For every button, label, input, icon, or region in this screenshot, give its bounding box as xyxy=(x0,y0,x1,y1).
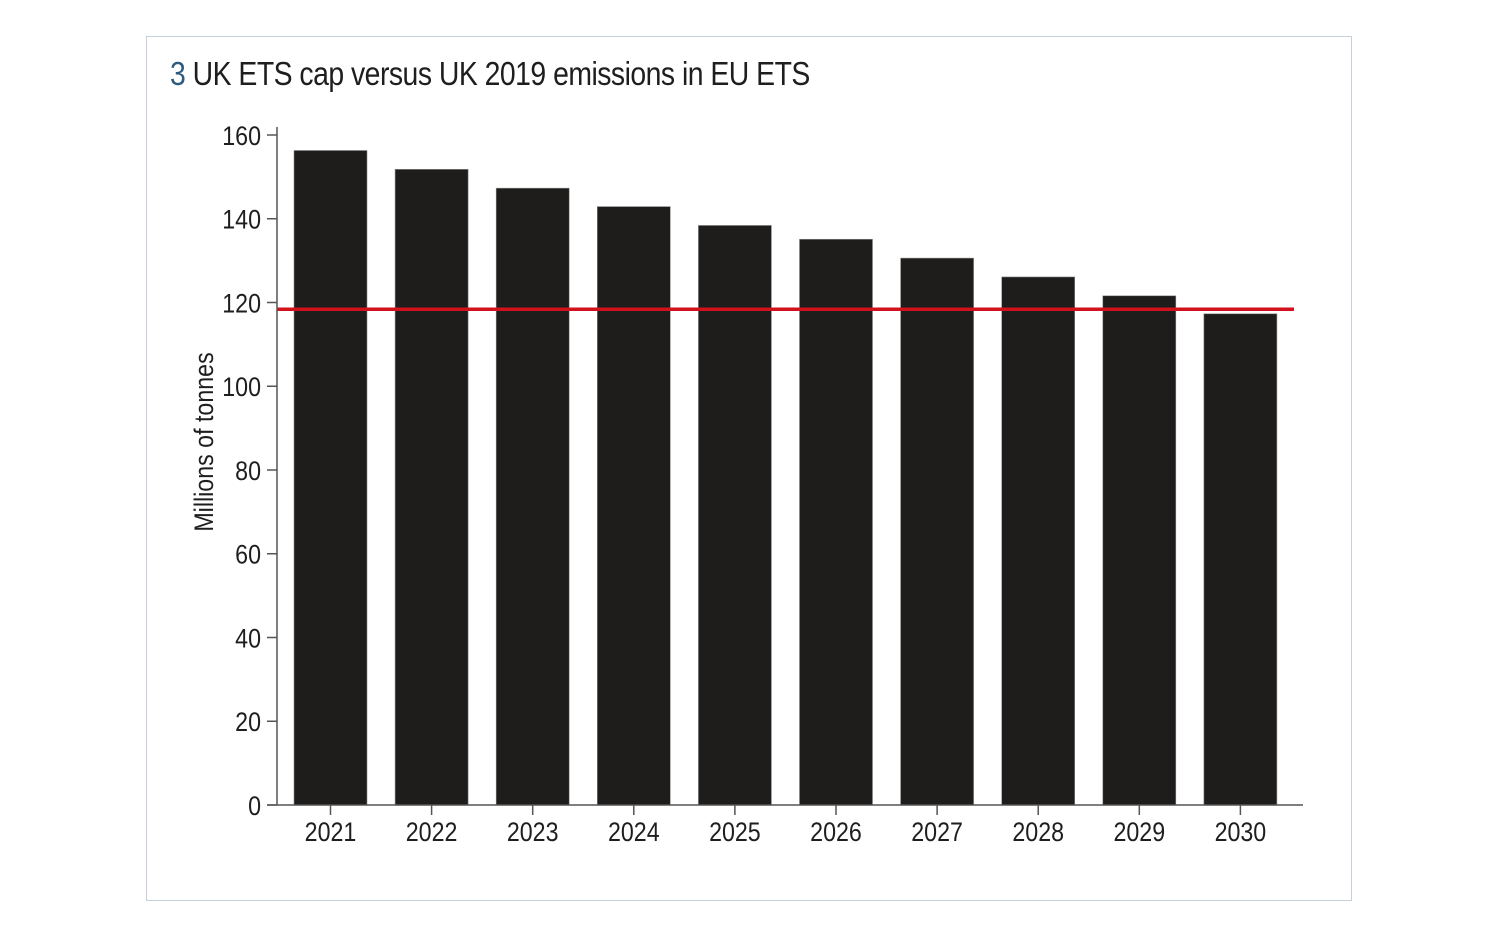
y-tick-label: 20 xyxy=(235,708,261,738)
y-tick-label: 40 xyxy=(235,624,261,654)
y-tick-label: 160 xyxy=(222,121,261,151)
bar-2030 xyxy=(1203,313,1278,806)
y-tick-label: 140 xyxy=(222,205,261,235)
y-tick-label: 120 xyxy=(222,289,261,319)
x-tick-label: 2027 xyxy=(911,817,963,847)
y-tick-label: 80 xyxy=(235,456,261,486)
y-tick-label: 100 xyxy=(222,373,261,403)
y-axis-ticks: 0 20 40 60 80 100 120 140 160 xyxy=(222,121,277,821)
x-tick-label: 2030 xyxy=(1215,817,1267,847)
bar-2022 xyxy=(394,169,469,806)
y-axis-title: Millions of tonnes xyxy=(189,352,219,531)
x-axis-ticks: 2021 2022 2023 2024 2025 2026 2027 2028 2029 2030 xyxy=(305,805,1267,847)
figure-frame xyxy=(146,36,1352,901)
bar-2024 xyxy=(596,206,671,806)
figure-number: 3 xyxy=(170,55,186,92)
x-tick-label: 2022 xyxy=(406,817,458,847)
x-tick-label: 2025 xyxy=(709,817,761,847)
x-tick-label: 2021 xyxy=(305,817,357,847)
figure-title: UK ETS cap versus UK 2019 emissions in E… xyxy=(192,55,811,92)
x-tick-label: 2029 xyxy=(1113,817,1165,847)
x-tick-label: 2026 xyxy=(810,817,862,847)
x-tick-label: 2023 xyxy=(507,817,559,847)
chart-title: 3 UK ETS cap versus UK 2019 emissions in… xyxy=(170,55,810,93)
bar-2029 xyxy=(1102,295,1177,806)
x-tick-label: 2028 xyxy=(1012,817,1064,847)
bars xyxy=(293,150,1278,806)
bar-2027 xyxy=(900,257,974,806)
bar-2021 xyxy=(293,150,368,806)
y-tick-label: 0 xyxy=(248,791,261,821)
bar-2023 xyxy=(495,187,570,806)
y-tick-label: 60 xyxy=(235,540,261,570)
bar-2025 xyxy=(698,225,772,806)
bar-2028 xyxy=(1001,276,1076,806)
x-tick-label: 2024 xyxy=(608,817,660,847)
bar-2026 xyxy=(799,238,873,806)
